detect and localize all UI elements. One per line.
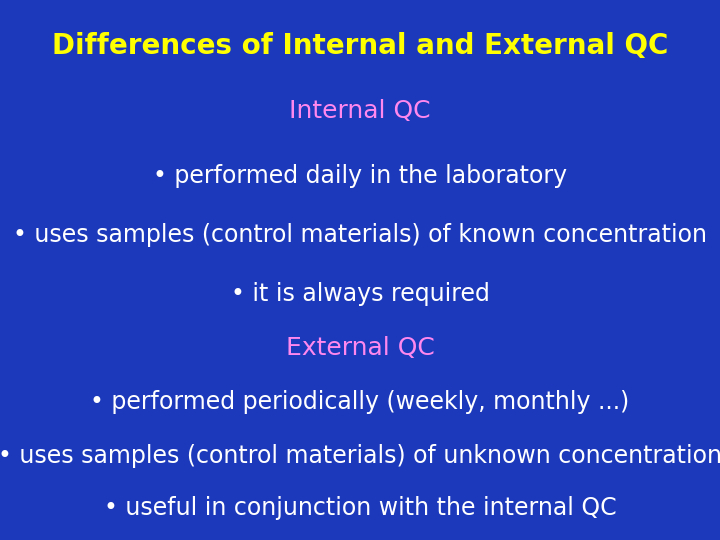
Text: • performed periodically (weekly, monthly ...): • performed periodically (weekly, monthl… [91, 390, 629, 414]
Text: • performed daily in the laboratory: • performed daily in the laboratory [153, 164, 567, 187]
Text: Differences of Internal and External QC: Differences of Internal and External QC [52, 32, 668, 60]
Text: • uses samples (control materials) of known concentration: • uses samples (control materials) of kn… [13, 223, 707, 247]
Text: External QC: External QC [286, 336, 434, 360]
Text: • useful in conjunction with the internal QC: • useful in conjunction with the interna… [104, 496, 616, 519]
Text: • it is always required: • it is always required [230, 282, 490, 306]
Text: • uses samples (control materials) of unknown concentration: • uses samples (control materials) of un… [0, 444, 720, 468]
Text: Internal QC: Internal QC [289, 99, 431, 123]
